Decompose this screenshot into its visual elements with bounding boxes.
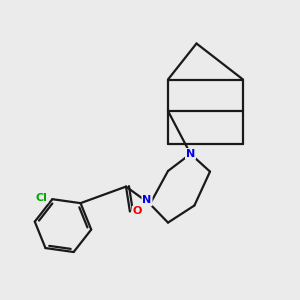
Text: O: O bbox=[133, 206, 142, 217]
Text: Cl: Cl bbox=[36, 193, 47, 203]
Text: N: N bbox=[142, 195, 152, 206]
Text: N: N bbox=[186, 149, 195, 159]
